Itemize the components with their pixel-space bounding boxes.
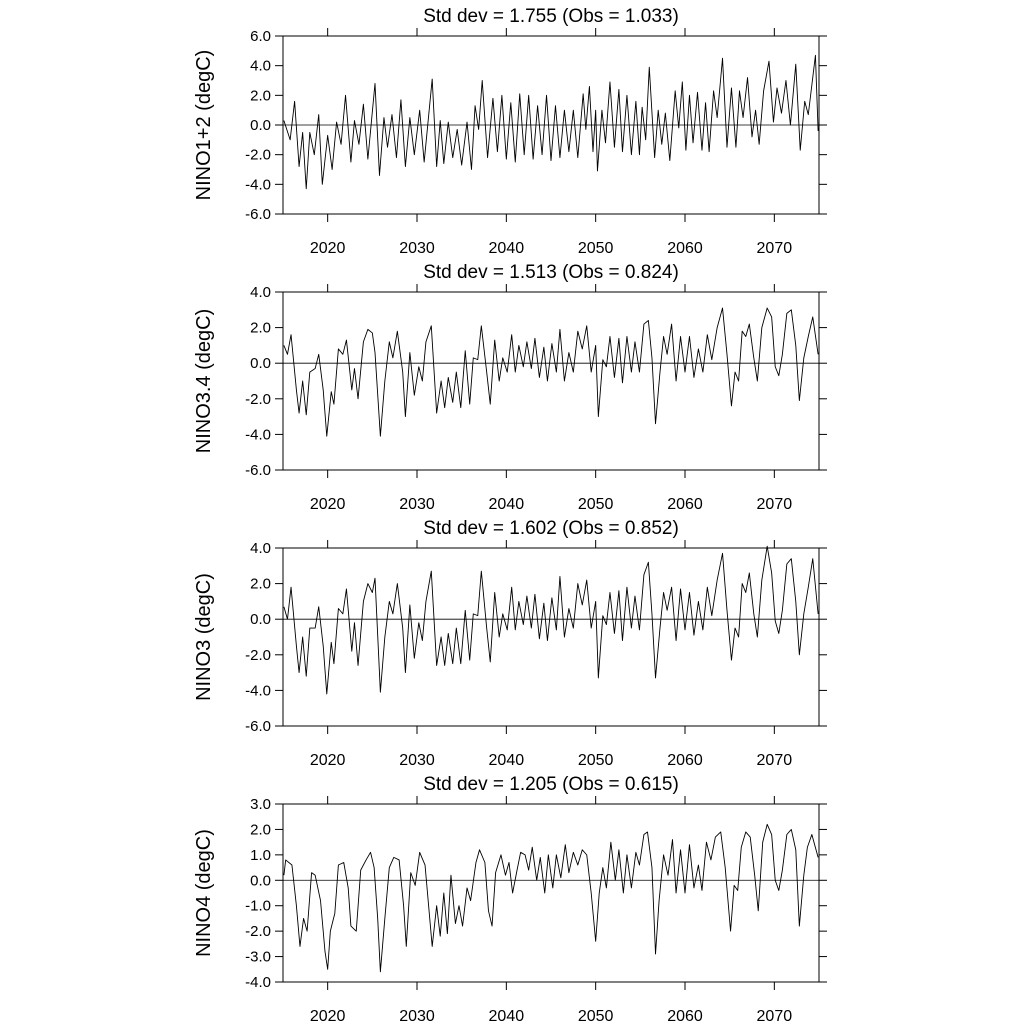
y-tick-label: -6.0 xyxy=(245,462,271,479)
y-tick-label: -3.0 xyxy=(245,949,271,966)
y-tick-label: 2.0 xyxy=(250,320,271,337)
x-tick-label: 2070 xyxy=(757,1008,793,1024)
x-tick-label: 2020 xyxy=(310,496,346,513)
y-tick-label: -4.0 xyxy=(245,176,271,193)
y-tick-label: 4.0 xyxy=(250,284,271,301)
y-axis-label: NINO4 (degC) xyxy=(193,829,215,957)
y-tick-label: -4.0 xyxy=(245,426,271,443)
y-tick-label: 4.0 xyxy=(250,540,271,557)
y-tick-label: -6.0 xyxy=(245,206,271,223)
panel-title: Std dev = 1.205 (Obs = 0.615) xyxy=(423,774,679,795)
x-tick-label: 2050 xyxy=(578,240,614,257)
y-tick-label: 0.0 xyxy=(250,117,271,134)
x-tick-label: 2020 xyxy=(310,752,346,769)
y-tick-label: -4.0 xyxy=(245,682,271,699)
x-tick-label: 2040 xyxy=(489,496,525,513)
data-line xyxy=(283,823,819,973)
y-tick-label: 0.0 xyxy=(250,611,271,628)
y-axis-label: NINO1+2 (degC) xyxy=(193,50,215,201)
y-axis-label: NINO3 (degC) xyxy=(193,573,215,701)
y-tick-label: 3.0 xyxy=(250,796,271,813)
x-tick-label: 2040 xyxy=(489,1008,525,1024)
y-tick-label: 2.0 xyxy=(250,576,271,593)
y-tick-label: 1.0 xyxy=(250,847,271,864)
y-tick-label: 2.0 xyxy=(250,87,271,104)
y-tick-label: -2.0 xyxy=(245,647,271,664)
x-tick-label: 2020 xyxy=(310,1008,346,1024)
y-tick-label: -4.0 xyxy=(245,974,271,991)
x-tick-label: 2050 xyxy=(578,1008,614,1024)
x-tick-label: 2070 xyxy=(757,496,793,513)
y-tick-label: 0.0 xyxy=(250,355,271,372)
data-line xyxy=(283,307,819,437)
x-tick-label: 2030 xyxy=(399,1008,435,1024)
x-tick-label: 2030 xyxy=(399,496,435,513)
x-tick-label: 2060 xyxy=(667,752,703,769)
panel-title: Std dev = 1.513 (Obs = 0.824) xyxy=(423,262,679,283)
x-tick-label: 2040 xyxy=(489,240,525,257)
y-tick-label: 4.0 xyxy=(250,58,271,75)
y-tick-label: 0.0 xyxy=(250,872,271,889)
data-line xyxy=(283,545,819,695)
y-tick-label: -2.0 xyxy=(245,391,271,408)
x-tick-label: 2070 xyxy=(757,752,793,769)
y-tick-label: -2.0 xyxy=(245,923,271,940)
y-tick-label: -1.0 xyxy=(245,898,271,915)
panel-title: Std dev = 1.602 (Obs = 0.852) xyxy=(423,518,679,539)
plot-frame xyxy=(282,35,820,215)
plot-frame xyxy=(282,803,820,983)
plot-frame xyxy=(282,547,820,727)
x-tick-label: 2050 xyxy=(578,496,614,513)
panel-title: Std dev = 1.755 (Obs = 1.033) xyxy=(423,6,679,27)
y-tick-label: 6.0 xyxy=(250,28,271,45)
y-tick-label: 2.0 xyxy=(250,821,271,838)
x-tick-label: 2030 xyxy=(399,240,435,257)
x-tick-label: 2060 xyxy=(667,240,703,257)
y-tick-label: -6.0 xyxy=(245,718,271,735)
x-tick-label: 2060 xyxy=(667,496,703,513)
data-line xyxy=(283,54,819,190)
x-tick-label: 2030 xyxy=(399,752,435,769)
plot-frame xyxy=(282,291,820,471)
x-tick-label: 2070 xyxy=(757,240,793,257)
x-tick-label: 2040 xyxy=(489,752,525,769)
x-tick-label: 2050 xyxy=(578,752,614,769)
x-tick-label: 2060 xyxy=(667,1008,703,1024)
y-tick-label: -2.0 xyxy=(245,147,271,164)
y-axis-label: NINO3.4 (degC) xyxy=(193,309,215,454)
x-tick-label: 2020 xyxy=(310,240,346,257)
